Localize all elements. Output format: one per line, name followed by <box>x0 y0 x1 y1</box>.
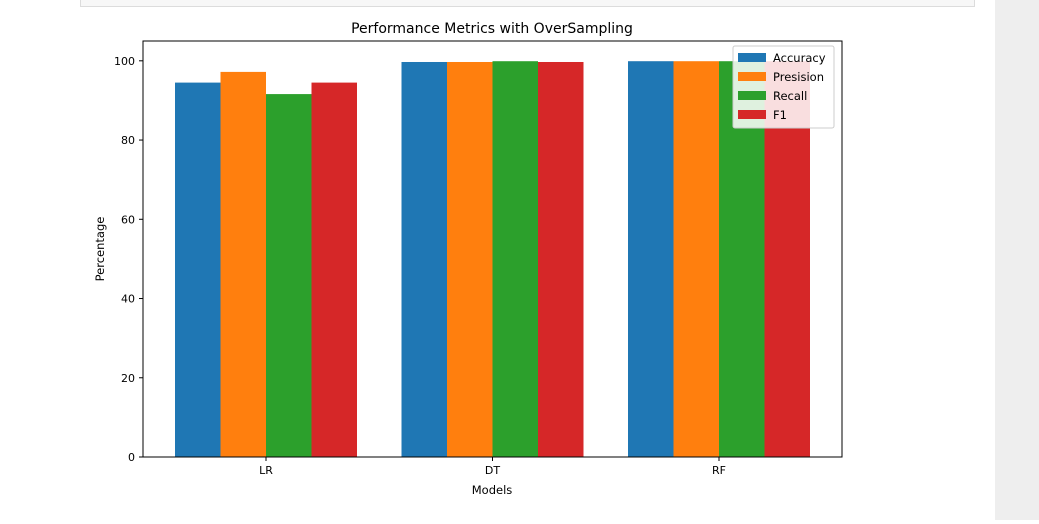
y-tick-label: 40 <box>121 293 135 306</box>
y-tick-label: 80 <box>121 134 135 147</box>
legend-label-f1: F1 <box>773 108 787 122</box>
x-axis-label: Models <box>472 483 513 497</box>
chart-container: Performance Metrics with OverSampling 0 2… <box>93 21 843 497</box>
y-axis-ticks: 0 20 40 60 80 100 <box>114 55 143 464</box>
x-tick-label: RF <box>712 464 726 477</box>
bar-presision-lr <box>220 71 266 457</box>
y-tick-label: 60 <box>121 213 135 226</box>
legend-swatch-presision <box>738 72 766 81</box>
legend-label-recall: Recall <box>773 89 807 103</box>
legend-label-presision: Presision <box>773 70 824 84</box>
bar-accuracy-rf <box>628 61 674 457</box>
y-tick-label: 100 <box>114 55 135 68</box>
y-tick-label: 20 <box>121 372 135 385</box>
legend: Accuracy Presision Recall F1 <box>732 45 835 129</box>
y-tick-label: 0 <box>128 451 135 464</box>
chart-title: Performance Metrics with OverSampling <box>351 21 633 37</box>
right-side-panel <box>995 0 1039 520</box>
bar-accuracy-lr <box>175 82 221 457</box>
bar-accuracy-dt <box>401 61 447 457</box>
x-tick-label: LR <box>259 464 273 477</box>
bar-recall-dt <box>492 61 538 457</box>
output-cell-frame <box>80 0 975 7</box>
legend-label-accuracy: Accuracy <box>773 51 826 65</box>
legend-box <box>732 45 835 129</box>
y-axis-label: Percentage <box>93 217 107 282</box>
legend-swatch-f1 <box>738 110 766 119</box>
legend-swatch-recall <box>738 91 766 100</box>
bar-f1-dt <box>538 61 584 457</box>
x-axis-ticks: LR DT RF <box>259 457 726 477</box>
bar-presision-rf <box>673 61 719 457</box>
x-tick-label: DT <box>485 464 500 477</box>
bar-presision-dt <box>447 61 493 457</box>
bar-chart: Performance Metrics with OverSampling 0 2… <box>93 21 843 497</box>
legend-swatch-accuracy <box>738 53 766 62</box>
bars-group <box>175 61 810 457</box>
bar-recall-lr <box>266 94 312 457</box>
bar-f1-lr <box>311 82 357 457</box>
